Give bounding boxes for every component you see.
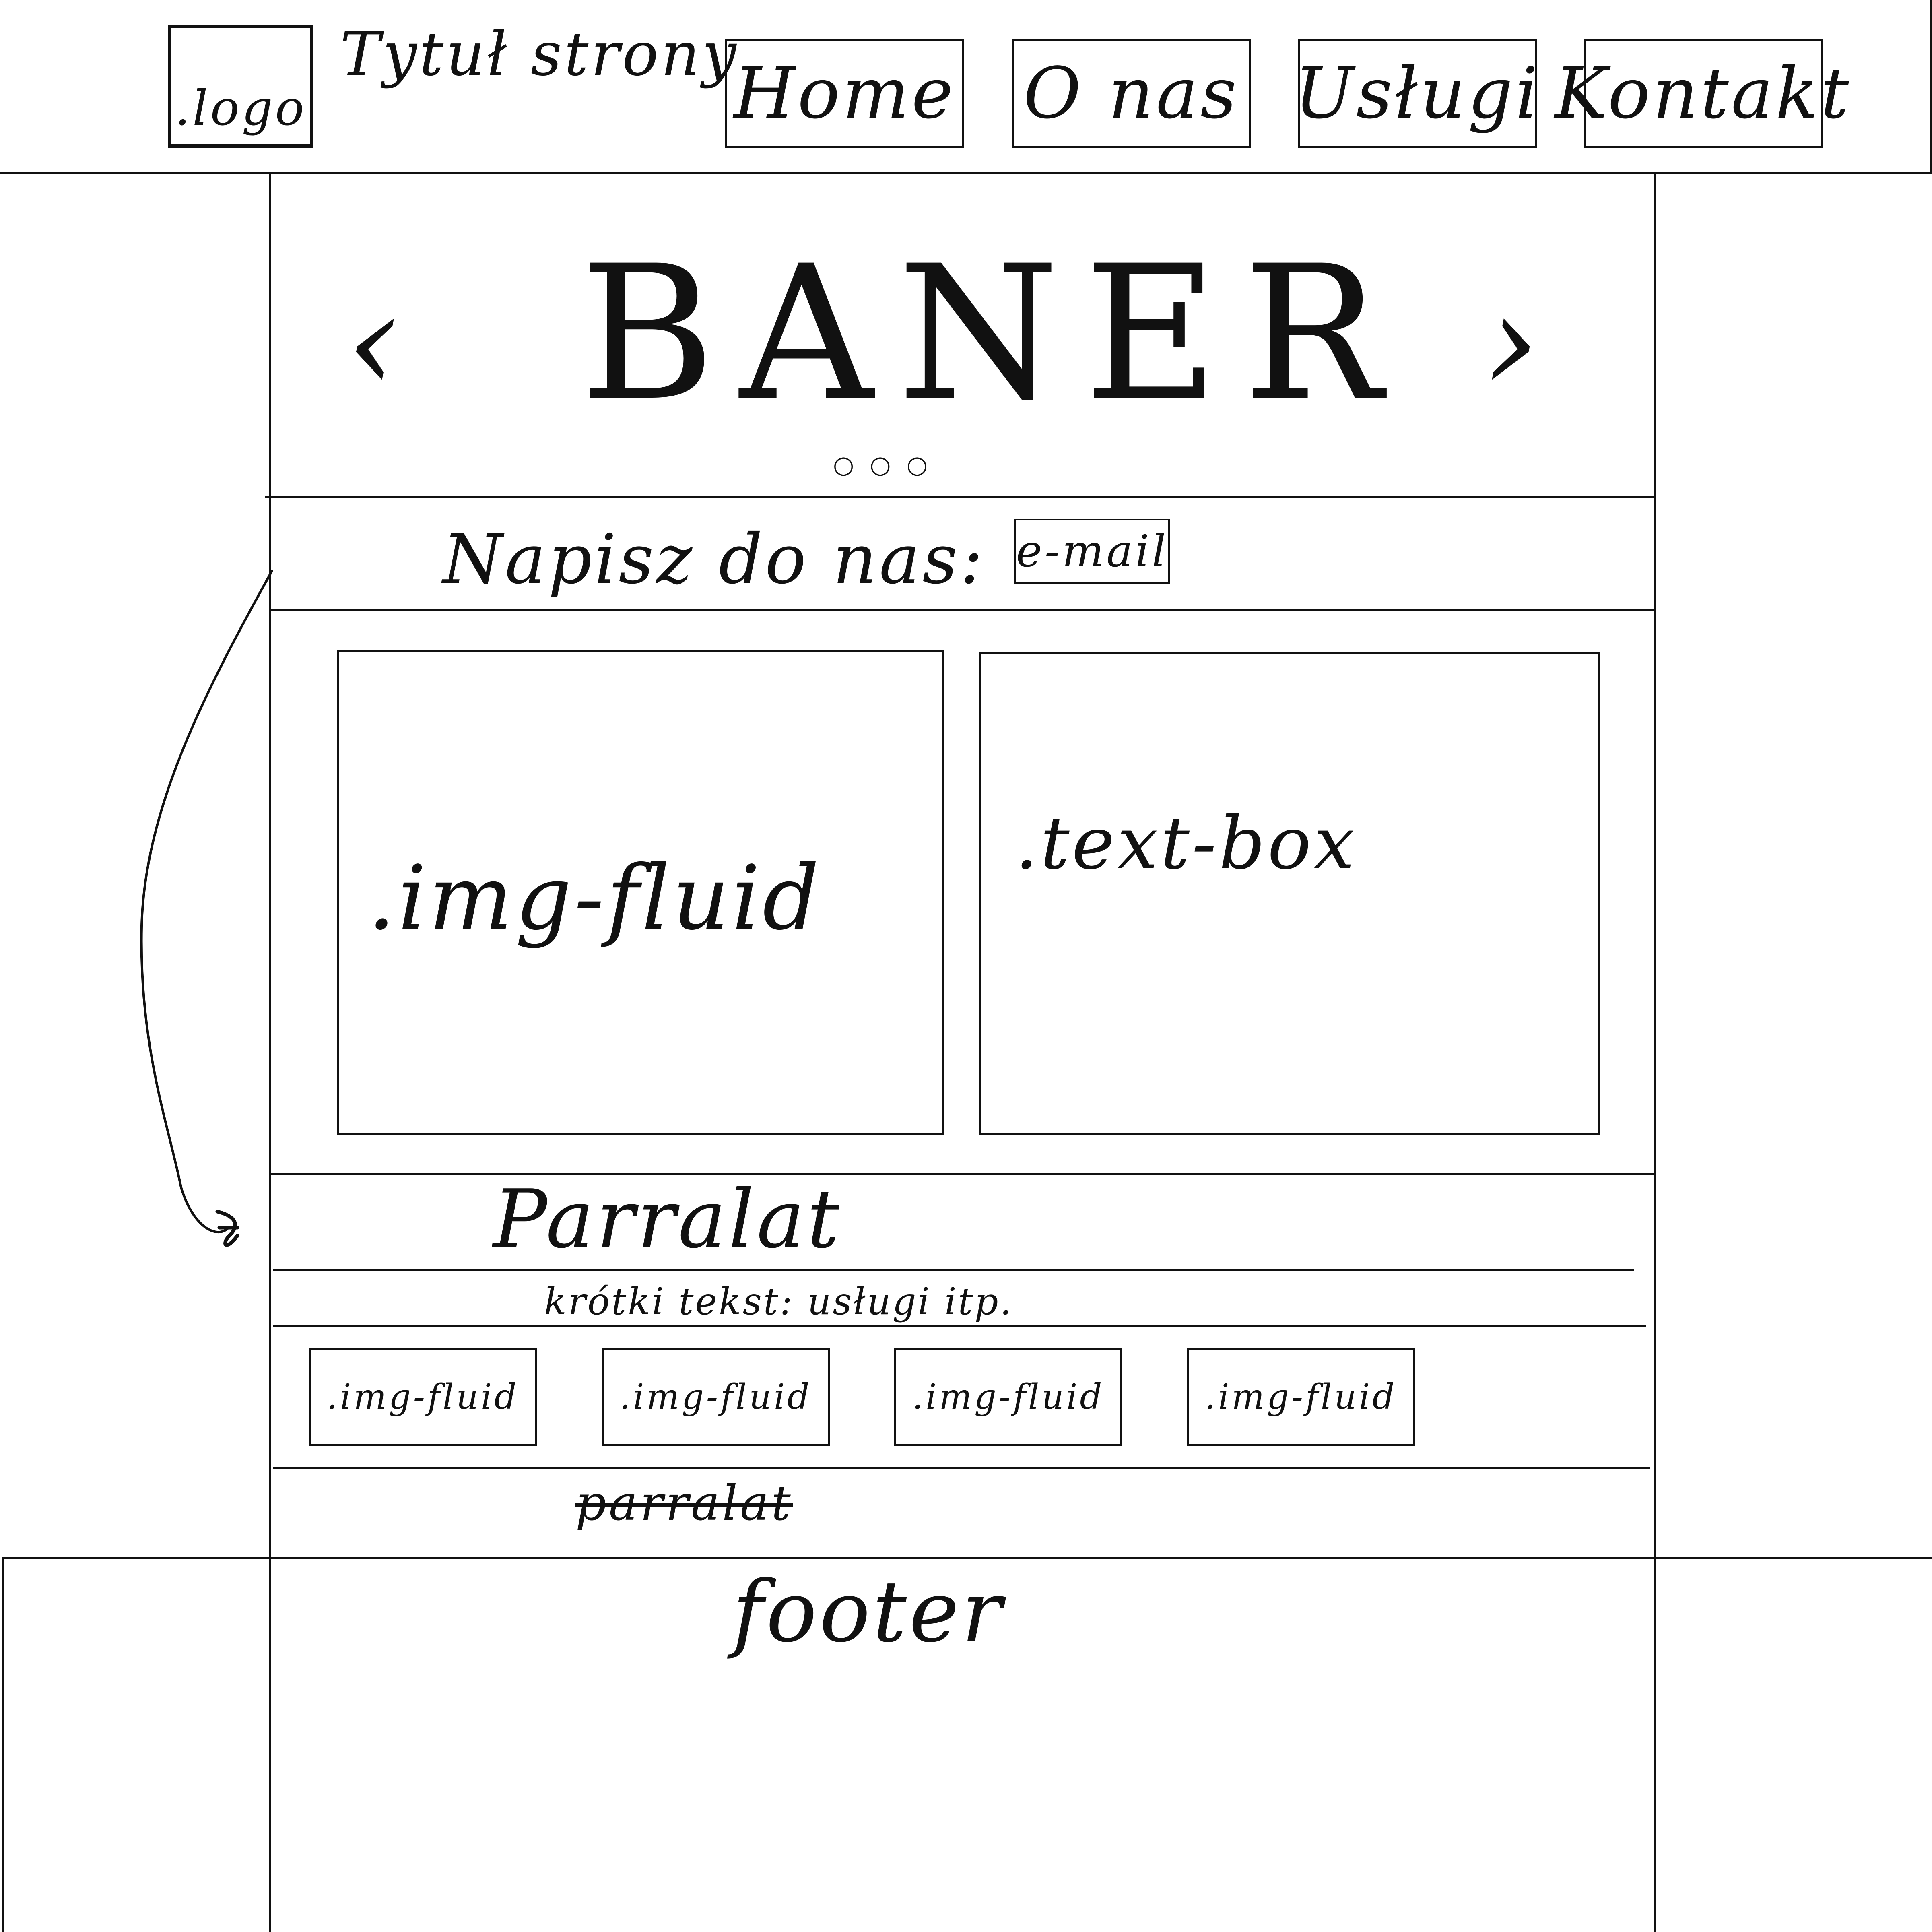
text-box-label: .text-box	[1015, 801, 1357, 886]
banner-title: BANER	[579, 226, 1406, 442]
short-text-line	[273, 1325, 1646, 1327]
thumbnails-bottom-line	[273, 1467, 1650, 1469]
banner-bottom-line	[265, 496, 1655, 498]
nav-item-o-nas-label: O nas	[1023, 52, 1239, 134]
image-box: .img-fluid	[337, 650, 944, 1135]
thumbnail-1-label: .img-fluid	[326, 1377, 519, 1417]
thumbnail-1: .img-fluid	[309, 1348, 537, 1446]
arrow-curve	[140, 570, 273, 1234]
thumbnail-4-label: .img-fluid	[1204, 1377, 1397, 1417]
arrow-head	[215, 1210, 239, 1247]
nav-item-uslugi[interactable]: Usługi	[1294, 39, 1540, 148]
footer	[2, 1557, 1932, 1932]
nav-item-kontakt[interactable]: Kontakt	[1555, 39, 1849, 148]
text-box: .text-box	[979, 652, 1600, 1135]
thumbnail-2-label: .img-fluid	[619, 1377, 812, 1417]
short-text: krótki tekst: usługi itp.	[544, 1280, 1013, 1323]
thumbnail-2: .img-fluid	[602, 1348, 830, 1446]
header-bottom-border	[0, 172, 1932, 174]
nav-item-kontakt-label: Kontakt	[1555, 52, 1852, 134]
thumbnail-3-label: .img-fluid	[912, 1377, 1105, 1417]
email-field-placeholder: e-mail	[1016, 525, 1169, 577]
image-box-label: .img-fluid	[367, 846, 822, 949]
nav-item-home[interactable]: Home	[725, 39, 964, 148]
crossed-parallax-label: parralat	[575, 1476, 793, 1532]
thumbnail-3: .img-fluid	[894, 1348, 1122, 1446]
parallax-title-line	[273, 1269, 1634, 1271]
nav-item-o-nas[interactable]: O nas	[1012, 39, 1251, 148]
nav-item-home-label: Home	[734, 52, 956, 134]
banner-prev-arrow[interactable]: ‹	[346, 262, 401, 422]
logo-label: .logo	[175, 80, 307, 136]
logo[interactable]: .logo	[168, 25, 313, 148]
container-right-border	[1654, 173, 1656, 1932]
contact-bottom-line	[269, 609, 1656, 611]
parallax-title: Parralat	[493, 1172, 842, 1266]
site-title: Tytuł strony	[340, 19, 739, 89]
footer-label: footer	[732, 1563, 1004, 1661]
thumbnail-4: .img-fluid	[1187, 1348, 1415, 1446]
content-bottom-line	[269, 1173, 1656, 1175]
nav-item-uslugi-label: Usługi	[1294, 52, 1540, 134]
header-right-border	[1930, 0, 1932, 173]
banner-dots[interactable]: ○ ○ ○	[833, 451, 932, 479]
contact-label: Napisz do nas:	[443, 520, 986, 599]
banner-next-arrow[interactable]: ›	[1485, 262, 1540, 422]
email-field[interactable]: e-mail	[1014, 519, 1170, 584]
